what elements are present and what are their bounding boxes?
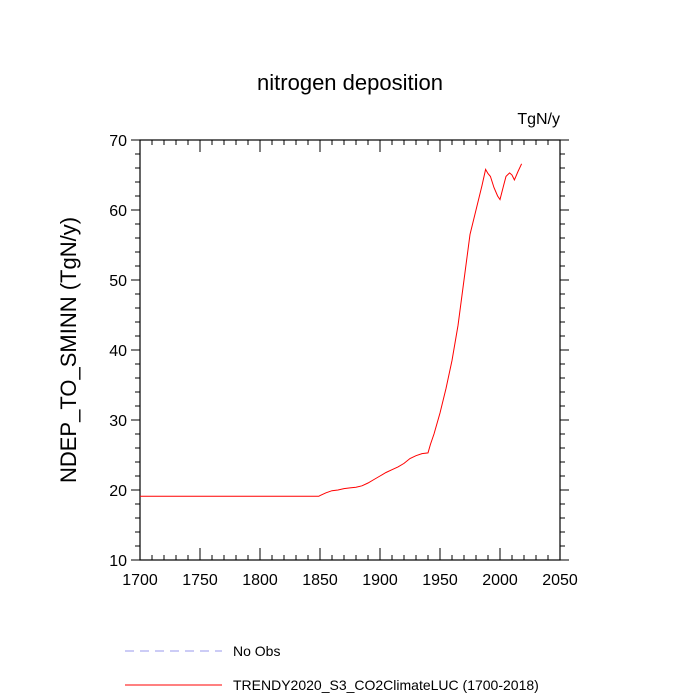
x-tick-label: 1750 [182, 572, 218, 589]
y-tick-label: 70 [109, 133, 127, 150]
y-tick-label: 60 [109, 203, 127, 220]
y-tick-label: 30 [109, 413, 127, 430]
y-tick-label: 40 [109, 343, 127, 360]
legend: No Obs TRENDY2020_S3_CO2ClimateLUC (1700… [125, 643, 539, 693]
axis-ticks: 1700 1750 1800 1850 1900 1950 2000 2050 10 20 30 40… [109, 133, 578, 589]
legend-label-no-obs: No Obs [233, 643, 280, 659]
legend-label-trendy: TRENDY2020_S3_CO2ClimateLUC (1700-2018) [233, 677, 539, 693]
x-tick-label: 1700 [122, 572, 158, 589]
x-tick-label: 1800 [242, 572, 278, 589]
units-label: TgN/y [517, 111, 560, 128]
y-tick-label: 20 [109, 483, 127, 500]
series-line-0 [140, 163, 523, 497]
y-tick-label: 50 [109, 273, 127, 290]
plot-frame [139, 139, 561, 561]
series-layer [140, 163, 523, 497]
x-tick-label: 1950 [422, 572, 458, 589]
y-tick-label: 10 [109, 553, 127, 570]
x-tick-label: 1900 [362, 572, 398, 589]
x-tick-label: 2050 [542, 572, 578, 589]
chart-title: nitrogen deposition [257, 70, 443, 95]
y-axis-label: NDEP_TO_SMINN (TgN/y) [56, 217, 81, 483]
x-tick-label: 1850 [302, 572, 338, 589]
x-tick-label: 2000 [482, 572, 518, 589]
